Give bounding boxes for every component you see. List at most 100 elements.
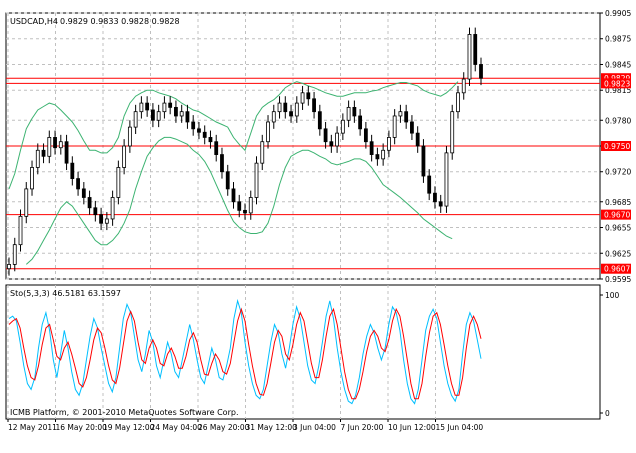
ohlc-readout: 0.9829 0.9833 0.9828 0.9828 — [60, 17, 180, 26]
candle-body — [225, 171, 230, 190]
candle-body — [323, 128, 328, 143]
candle-body — [415, 132, 420, 147]
candle-body — [375, 154, 380, 160]
candle-body — [329, 141, 334, 147]
time-tick-label: 24 May 04:00 — [151, 423, 203, 432]
candle-body — [185, 111, 190, 123]
candle-body — [289, 111, 293, 117]
bollinger-bands — [8, 81, 459, 265]
candle-body — [53, 137, 57, 149]
candle-body — [214, 141, 219, 155]
candle-body — [283, 102, 288, 113]
stochastic-tick-label: 0 — [605, 409, 610, 418]
candle-body — [392, 115, 397, 138]
candle-body — [58, 141, 63, 149]
indicator-title: Sto(5,3,3) 46.5181 63.1597 — [10, 289, 121, 298]
candle-body — [127, 126, 132, 147]
price-level-tag — [601, 141, 631, 151]
price-level-tag — [601, 263, 631, 274]
candle-body — [444, 152, 449, 207]
candle-body — [145, 102, 150, 111]
candle-body — [174, 106, 178, 117]
candle-body — [300, 92, 305, 104]
stochastic-main-line — [8, 298, 482, 405]
price-tick-label: 0.9815 — [605, 86, 631, 95]
copyright-text: ICMB Platform, © 2001-2010 MetaQuotes So… — [10, 408, 239, 417]
candle-body — [133, 111, 138, 128]
price-tick-label: 0.9655 — [605, 224, 631, 233]
candle-body — [248, 197, 253, 214]
candle-body — [139, 102, 144, 113]
price-level-label: 0.9750 — [604, 142, 630, 151]
price-level-label: 0.9607 — [604, 265, 630, 274]
candle-body — [122, 145, 127, 168]
time-tick-label: 12 May 2011 — [8, 423, 57, 432]
candle-body — [294, 102, 299, 117]
candle-body — [64, 141, 69, 164]
price-level-label: 0.9823 — [604, 79, 630, 88]
time-tick-label: 16 May 20:00 — [56, 423, 108, 432]
candle-body — [433, 192, 437, 203]
candle-body — [317, 111, 322, 130]
candle-body — [151, 109, 155, 121]
price-level-label: 0.9670 — [604, 211, 630, 220]
candle-body — [473, 34, 478, 65]
time-tick-label: 15 Jun 04:00 — [436, 423, 484, 432]
candle-body — [427, 175, 432, 194]
candle-body — [363, 128, 368, 143]
candle-body — [243, 209, 247, 214]
candle-body — [277, 102, 282, 113]
candle-body — [220, 154, 224, 173]
candle-body — [197, 128, 201, 133]
price-level-tag — [601, 78, 631, 89]
candle-body — [260, 141, 265, 164]
candle-body — [104, 218, 109, 224]
candle-body — [231, 188, 236, 203]
candle-body — [335, 132, 339, 147]
stochastic-tick-label: 100 — [605, 291, 620, 300]
chart-title: USDCAD,H4 — [10, 17, 58, 26]
candles — [7, 27, 483, 276]
candle-body — [404, 111, 409, 123]
candle-body — [41, 149, 46, 157]
price-tick-label: 0.9905 — [605, 9, 631, 18]
candle-body — [116, 167, 121, 198]
candle-body — [410, 121, 414, 134]
candle-body — [87, 197, 92, 209]
candle-body — [271, 111, 276, 123]
price-tick-label: 0.9685 — [605, 198, 631, 207]
candle-body — [70, 162, 75, 180]
candle-body — [340, 119, 345, 134]
time-tick-label: 10 Jun 12:00 — [388, 423, 436, 432]
candle-body — [30, 167, 34, 190]
candle-body — [254, 162, 259, 198]
candle-body — [202, 131, 207, 138]
candle-body — [156, 111, 161, 121]
candle-body — [168, 102, 173, 108]
candle-body — [398, 111, 403, 117]
candle-body — [346, 106, 351, 121]
candle-body — [110, 197, 115, 220]
time-tick-label: 19 May 12:00 — [103, 423, 155, 432]
candle-body — [237, 201, 242, 211]
stochastic-lines — [8, 298, 482, 405]
candle-body — [93, 207, 98, 216]
candle-body — [35, 149, 40, 168]
price-tick-label: 0.9720 — [605, 168, 631, 177]
candle-body — [191, 121, 196, 130]
candle-body — [47, 137, 52, 157]
candle-body — [81, 188, 86, 198]
candle-body — [352, 106, 357, 117]
time-tick-label: 26 May 20:00 — [198, 423, 250, 432]
candle-body — [369, 141, 374, 155]
stochastic-axis: 100 0 — [600, 291, 620, 418]
price-tick-label: 0.9625 — [605, 249, 631, 258]
bollinger-lower-band — [25, 136, 453, 265]
candle-body — [421, 145, 426, 177]
candle-body — [99, 214, 103, 224]
candle-body — [381, 149, 386, 160]
candle-body — [461, 78, 466, 94]
